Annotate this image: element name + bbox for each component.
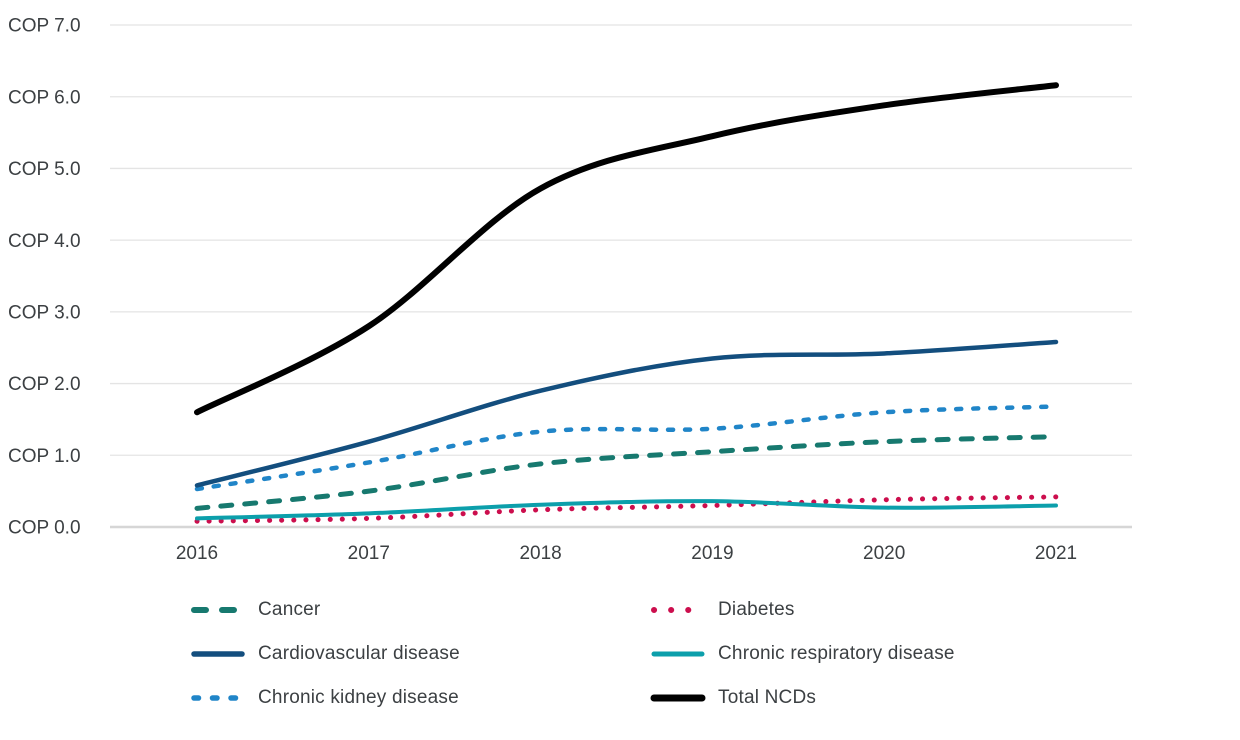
y-axis-tick-label: COP 7.0 [8, 16, 81, 37]
y-axis-tick-label: COP 3.0 [8, 303, 81, 324]
cancer-legend-swatch-icon [191, 607, 245, 613]
y-axis-tick-label: COP 5.0 [8, 159, 81, 180]
legend-item-cancer: Cancer [190, 588, 460, 632]
x-axis-tick-label: 2017 [348, 543, 390, 564]
x-axis-tick-label: 2018 [519, 543, 561, 564]
x-axis-tick-label: 2016 [176, 543, 218, 564]
x-axis-tick-label: 2020 [863, 543, 905, 564]
legend-column-2: Diabetes Chronic respiratory disease Total… [650, 588, 955, 720]
total-ncds-legend-swatch-icon [650, 694, 706, 702]
legend-item-cardiovascular-disease: Cardiovascular disease [190, 632, 460, 676]
legend-item-diabetes: Diabetes [650, 588, 955, 632]
legend-label-cardiovascular-disease: Cardiovascular disease [258, 643, 460, 664]
legend-item-total-ncds: Total NCDs [650, 676, 955, 720]
legend-label-chronic-respiratory-disease: Chronic respiratory disease [718, 643, 955, 664]
y-axis-tick-label: COP 2.0 [8, 374, 81, 395]
diabetes-legend-swatch-icon [651, 607, 705, 613]
legend-column-1: Cancer Cardiovascular disease Chronic kidn… [190, 588, 460, 720]
cardiovascular-disease-legend-swatch-icon [191, 651, 245, 657]
legend-item-chronic-kidney-disease: Chronic kidney disease [190, 676, 460, 720]
series-line-chronic-kidney-disease [194, 404, 1059, 492]
legend-label-total-ncds: Total NCDs [718, 687, 817, 708]
legend-label-chronic-kidney-disease: Chronic kidney disease [258, 687, 459, 708]
line-chart-canvas: COP 0.0 COP 1.0 COP 2.0 COP 3.0 COP 4.0 COP 5… [8, 16, 1132, 564]
x-axis-tick-label: 2019 [691, 543, 733, 564]
y-axis-tick-label: COP 4.0 [8, 231, 81, 252]
series-line-total-ncds [194, 82, 1059, 416]
legend-label-cancer: Cancer [258, 599, 321, 620]
series-line-cancer [194, 434, 1059, 511]
series-line-chronic-respiratory-disease [195, 499, 1058, 521]
y-axis-tick-label: COP 0.0 [8, 518, 81, 539]
x-axis-tick-label: 2021 [1035, 543, 1077, 564]
legend-label-diabetes: Diabetes [718, 599, 795, 620]
legend-item-chronic-respiratory-disease: Chronic respiratory disease [650, 632, 955, 676]
y-axis-tick-label: COP 6.0 [8, 87, 81, 108]
series-line-cardiovascular-disease [194, 339, 1059, 488]
chronic-kidney-disease-legend-swatch-icon [191, 695, 245, 701]
chronic-respiratory-disease-legend-swatch-icon [651, 651, 705, 657]
y-axis-tick-label: COP 1.0 [8, 446, 81, 467]
